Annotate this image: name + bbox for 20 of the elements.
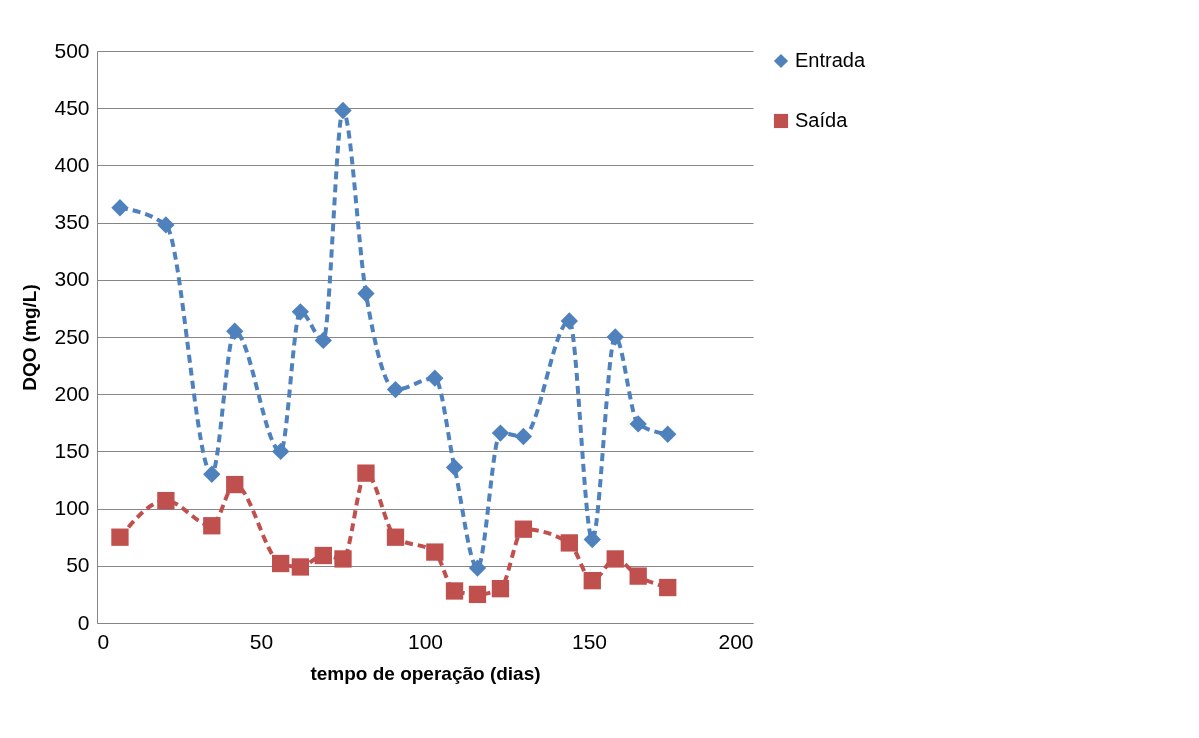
y-tick-label: 50 (66, 553, 90, 577)
y-tick-label: 300 (54, 267, 90, 291)
x-tick-label: 50 (249, 629, 274, 653)
y-axis-title: DQO (mg/L) (19, 284, 41, 391)
y-tick-label: 350 (54, 210, 90, 234)
y-tick-label: 150 (54, 438, 90, 462)
y-tick-label: 400 (54, 152, 90, 176)
x-tick-label: 0 (97, 629, 110, 653)
x-tick-label: 200 (718, 629, 754, 653)
y-tick-label: 250 (54, 324, 90, 348)
y-tick-label: 100 (54, 496, 90, 520)
y-tick-label: 0 (77, 610, 90, 634)
y-tick-label: 200 (54, 381, 90, 405)
x-tick-label: 150 (571, 629, 608, 653)
y-tick-label: 500 (54, 38, 90, 62)
legend-label: Saída (795, 109, 849, 131)
x-tick-label: 100 (407, 629, 444, 653)
y-tick-label: 450 (54, 95, 90, 119)
x-axis-title: tempo de operação (dias) (310, 662, 541, 684)
legend-label: Entrada (795, 49, 866, 71)
